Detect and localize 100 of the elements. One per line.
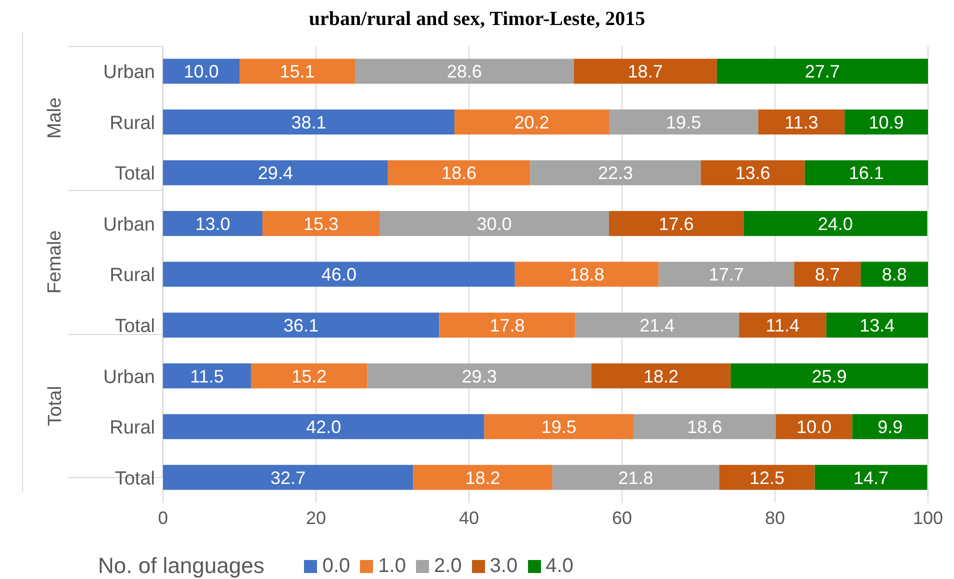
bar (413, 464, 552, 490)
bar (719, 464, 815, 490)
data-label: 15.2 (292, 366, 327, 386)
x-tick-label: 80 (764, 508, 786, 528)
bar (608, 109, 758, 134)
chart-title: urban/rural and sex, Timor-Leste, 2015 (308, 8, 646, 30)
text: Male (45, 97, 67, 139)
data-label: 18.8 (569, 264, 604, 285)
bar (484, 414, 634, 440)
bar (814, 464, 928, 490)
y-tick-label: Urban (103, 366, 155, 388)
bar (262, 211, 380, 236)
bar (240, 58, 356, 84)
data-label: 30.0 (476, 214, 512, 234)
legend-label: 2.0 (432, 554, 462, 578)
bar (658, 262, 794, 287)
data-label: 10.0 (796, 417, 832, 438)
bar (514, 262, 659, 287)
legend-label: 4.0 (544, 554, 574, 578)
data-label: 10.0 (184, 62, 219, 82)
bar (575, 312, 740, 338)
bar (633, 414, 776, 440)
data-label: 19.5 (666, 112, 702, 132)
data-label: 32.7 (270, 468, 306, 488)
bar (163, 109, 454, 134)
data-label: 24.0 (818, 214, 853, 234)
data-label: 17.8 (490, 315, 525, 336)
bar (388, 160, 530, 186)
data-label: 15.1 (280, 62, 315, 82)
data-label: 13.4 (860, 315, 895, 336)
bar (163, 262, 515, 287)
bar (776, 414, 852, 440)
data-label: 11.4 (766, 315, 800, 336)
bar (794, 262, 861, 287)
bar (163, 414, 484, 440)
data-label: 36.1 (284, 315, 319, 336)
bar (716, 58, 928, 84)
data-label: 18.6 (687, 417, 722, 438)
data-label: 18.7 (628, 62, 663, 82)
y-tick-label: Rural (110, 265, 155, 286)
bar (844, 109, 928, 134)
data-label: 13.6 (735, 163, 770, 184)
bar (163, 312, 440, 338)
bar (758, 109, 845, 134)
x-tick-label: 0 (158, 508, 168, 528)
data-label: 16.1 (848, 163, 884, 184)
y-tick-label: Urban (103, 62, 155, 84)
data-label: 21.8 (618, 468, 654, 488)
data-label: 10.9 (868, 112, 904, 132)
bar (591, 363, 731, 388)
x-tick-label: 60 (612, 508, 632, 528)
legend-title: No. of languages (98, 553, 264, 579)
data-label: 9.9 (878, 417, 903, 438)
bar (608, 211, 744, 236)
data-label: 19.5 (541, 417, 576, 438)
bar (852, 414, 928, 440)
bar (739, 312, 826, 338)
x-tick-label: 100 (912, 508, 944, 528)
bar (250, 363, 368, 388)
data-label: 11.5 (190, 366, 224, 386)
data-label: 15.3 (303, 214, 338, 234)
data-label: 8.8 (882, 264, 907, 285)
bar (744, 211, 928, 236)
data-label: 46.0 (321, 264, 356, 285)
data-label: 21.4 (640, 315, 675, 336)
data-label: 12.5 (749, 468, 784, 488)
y-tick-label: Rural (110, 112, 155, 134)
bar (454, 109, 609, 134)
data-label: 17.7 (708, 264, 744, 285)
y-tick-label: Total (114, 316, 155, 338)
bar (804, 160, 928, 186)
text: Total (44, 386, 67, 426)
data-label: 38.1 (291, 112, 326, 132)
x-tick-label: 40 (458, 508, 480, 528)
bar (163, 160, 388, 186)
data-label: 22.3 (598, 163, 634, 184)
legend-label: 3.0 (488, 554, 518, 578)
bar (730, 363, 928, 388)
bar (355, 58, 574, 84)
bar (367, 363, 592, 388)
data-label: 28.6 (446, 62, 482, 82)
data-label: 18.2 (643, 366, 679, 386)
data-label: 11.3 (784, 112, 818, 132)
bar (552, 464, 720, 490)
legend-label: 1.0 (377, 554, 406, 578)
data-label: 13.0 (195, 214, 230, 234)
legend-label: 0.0 (321, 554, 350, 578)
text: Female (44, 230, 67, 294)
data-label: 42.0 (306, 417, 342, 438)
bar (574, 58, 717, 84)
data-label: 8.7 (814, 264, 840, 285)
y-tick-label: Total (114, 164, 155, 185)
data-label: 29.4 (258, 163, 293, 184)
data-label: 29.3 (462, 366, 497, 386)
bar (530, 160, 701, 186)
bar (163, 464, 414, 490)
data-label: 17.6 (658, 214, 694, 234)
y-tick-label: Total (114, 468, 155, 490)
bar (163, 58, 240, 84)
data-label: 18.2 (465, 468, 500, 488)
